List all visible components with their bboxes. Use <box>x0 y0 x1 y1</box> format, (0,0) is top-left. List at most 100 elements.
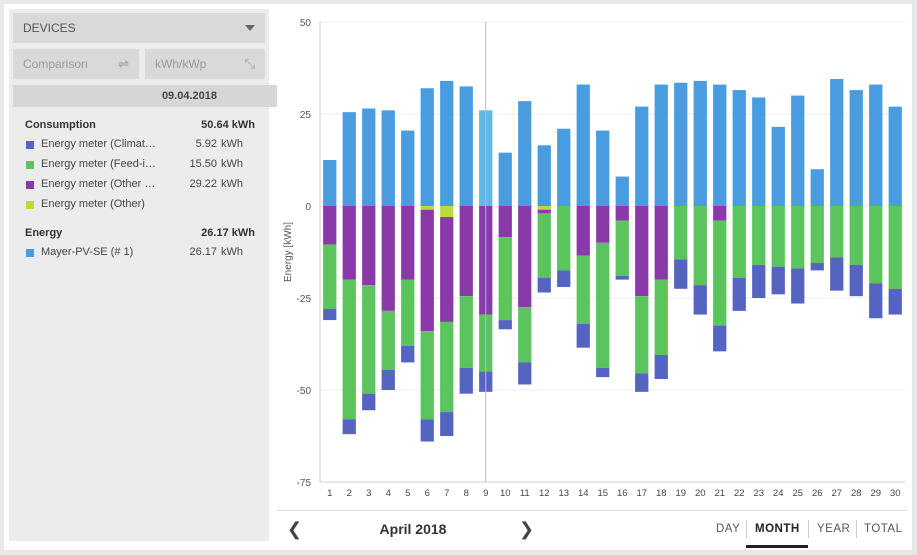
bar-pv <box>498 152 512 206</box>
legend-swatch <box>26 249 34 257</box>
bar-pv <box>615 176 629 206</box>
legend-item-climate[interactable]: Energy meter (Climat… 5.92 kWh <box>25 138 255 154</box>
bar-consumption <box>323 309 337 321</box>
bar-consumption <box>459 206 473 297</box>
bar-consumption <box>888 206 902 289</box>
bar-consumption <box>401 345 415 363</box>
bar-consumption <box>381 310 395 370</box>
bar-pv <box>849 90 863 206</box>
period-year-button[interactable]: YEAR <box>817 523 851 535</box>
bar-consumption <box>635 373 649 392</box>
x-tick-label: 5 <box>405 488 410 499</box>
x-tick-label: 16 <box>617 488 628 499</box>
x-tick-label: 11 <box>520 488 530 499</box>
bar-pv <box>752 97 766 206</box>
bar-consumption <box>576 323 590 348</box>
period-total-button[interactable]: TOTAL <box>864 523 903 535</box>
energy-chart[interactable]: 50 25 0 -25 -50 -75 Energy [kWh] 1 2 3 4 5 6 7 8 9 10 11 1… <box>277 10 910 506</box>
x-tick-label: 17 <box>636 488 647 499</box>
x-tick-label: 28 <box>851 488 862 499</box>
bar-pv <box>440 80 454 206</box>
unit-toggle-button[interactable]: kWh/kWp ⤡ <box>145 49 265 79</box>
x-tick-label: 2 <box>347 488 352 499</box>
legend-item-other[interactable]: Energy meter (Other) <box>25 198 255 214</box>
divider <box>808 520 809 538</box>
y-tick-label: 50 <box>300 18 312 29</box>
expand-diagonal-icon: ⤡ <box>244 56 255 71</box>
legend-swatch <box>26 181 34 189</box>
bar-consumption <box>576 255 590 324</box>
x-tick-label: 20 <box>695 488 706 499</box>
bar-pv <box>459 86 473 206</box>
bar-consumption <box>518 362 532 385</box>
bar-consumption <box>713 220 727 326</box>
bar-consumption <box>693 285 707 315</box>
bar-consumption <box>498 206 512 238</box>
selected-date: 09.04.2018 <box>13 85 277 107</box>
y-axis-label: Energy [kWh] <box>283 222 294 282</box>
comparison-button[interactable]: Comparison ⇌ <box>13 49 139 79</box>
period-day-button[interactable]: DAY <box>716 523 741 535</box>
comparison-label: Comparison <box>23 57 88 71</box>
devices-dropdown[interactable]: DEVICES <box>13 13 265 43</box>
bar-consumption <box>771 206 785 267</box>
x-tick-label: 1 <box>327 488 332 499</box>
bar-consumption <box>342 206 356 280</box>
bar-pv <box>654 84 668 206</box>
chevron-left-icon[interactable]: ❮ <box>287 519 303 539</box>
x-tick-label: 6 <box>425 488 430 499</box>
x-tick-label: 9 <box>483 488 488 499</box>
bar-consumption <box>459 367 473 394</box>
bar-pv <box>693 80 707 206</box>
bar-consumption <box>615 220 629 276</box>
bar-pv <box>518 101 532 206</box>
x-tick-label: 26 <box>812 488 823 499</box>
bar-consumption <box>401 279 415 346</box>
consumption-total: 50.64 kWh <box>201 119 255 131</box>
bar-pv <box>576 84 590 206</box>
bar-consumption <box>654 355 668 379</box>
x-tick-label: 22 <box>734 488 745 499</box>
x-tick-label: 23 <box>753 488 764 499</box>
bar-consumption <box>615 275 629 280</box>
bar-pv <box>635 106 649 206</box>
legend-item-other-long[interactable]: Energy meter (Other … 29.22 kWh <box>25 178 255 194</box>
y-tick-label: 0 <box>305 202 311 213</box>
current-month: April 2018 <box>379 521 447 537</box>
bar-consumption <box>537 206 551 210</box>
x-tick-label: 15 <box>597 488 608 499</box>
compare-arrows-icon: ⇌ <box>118 56 129 71</box>
bar-consumption <box>401 206 415 280</box>
bar-consumption <box>869 206 883 284</box>
bar-consumption <box>342 279 356 420</box>
divider <box>856 520 857 538</box>
legend-item-pv[interactable]: Mayer-PV-SE (# 1) 26.17 kWh <box>25 246 255 262</box>
x-tick-label: 30 <box>890 488 901 499</box>
x-tick-label: 18 <box>656 488 667 499</box>
bar-pv <box>362 108 376 206</box>
bar-consumption <box>674 206 688 260</box>
bar-consumption <box>420 209 434 332</box>
bar-pv <box>830 79 844 206</box>
x-tick-label: 24 <box>773 488 784 499</box>
period-navigation-bar: ❮ April 2018 ❯ DAY MONTH YEAR TOTAL <box>277 510 908 548</box>
bar-consumption <box>362 393 376 411</box>
side-panel: DEVICES Comparison ⇌ kWh/kWp ⤡ 09.04.201… <box>9 9 277 541</box>
x-tick-label: 10 <box>500 488 511 499</box>
bar-consumption <box>713 206 727 221</box>
bar-pv <box>401 130 415 206</box>
bar-pv <box>537 145 551 206</box>
bar-pv <box>791 95 805 206</box>
x-tick-label: 7 <box>444 488 449 499</box>
chevron-right-icon[interactable]: ❯ <box>519 519 535 539</box>
x-tick-label: 14 <box>578 488 589 499</box>
devices-label: DEVICES <box>23 21 76 35</box>
bar-consumption <box>654 206 668 280</box>
period-month-button[interactable]: MONTH <box>755 523 800 535</box>
y-tick-label: -25 <box>297 294 312 305</box>
bar-consumption <box>810 206 824 264</box>
legend-item-feedin[interactable]: Energy meter (Feed-i… 15.50 kWh <box>25 158 255 174</box>
divider <box>746 520 747 538</box>
bar-consumption <box>537 213 551 278</box>
